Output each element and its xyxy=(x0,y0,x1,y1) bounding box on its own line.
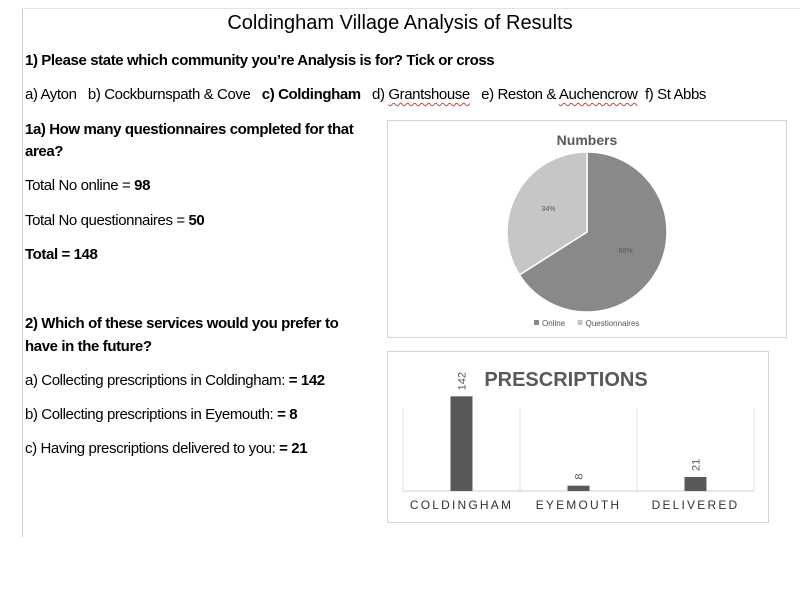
document-page xyxy=(22,8,800,537)
question-1a-line1: 1a) How many questionnaires completed fo… xyxy=(25,121,354,138)
pie-chart: Numbers 66% 34% Online Questionnaires xyxy=(506,132,668,328)
legend-swatch-questionnaires xyxy=(577,320,583,325)
option-cockburnspath: b) Cockburnspath & Cove xyxy=(87,86,251,103)
bar-coldingham xyxy=(450,396,473,491)
pie-slice-questionnaires xyxy=(506,151,588,276)
question-2-line1: 2) Which of these services would you pre… xyxy=(25,315,339,332)
community-options: a) Ayton b) Cockburnspath & Cove c) Cold… xyxy=(25,86,706,103)
bar-category-label: EYEMOUTH xyxy=(536,498,622,512)
option-coldingham: c) Coldingham xyxy=(261,86,361,103)
question-1a-line2: area? xyxy=(25,143,64,160)
service-c: c) Having prescriptions delivered to you… xyxy=(25,440,308,457)
bar-chart-title: PRESCRIPTIONS xyxy=(484,369,647,391)
service-a: a) Collecting prescriptions in Coldingha… xyxy=(25,372,325,389)
legend-label-online: Online xyxy=(542,319,566,328)
option-ayton: a) Ayton xyxy=(25,86,77,103)
pie-chart-panel: Numbers 66% 34% Online Questionnaires xyxy=(387,120,787,338)
service-c-label: c) Having prescriptions delivered to you… xyxy=(25,440,280,457)
service-b-label: b) Collecting prescriptions in Eyemouth: xyxy=(25,406,278,423)
service-b: b) Collecting prescriptions in Eyemouth:… xyxy=(25,406,298,423)
pie-data-label: 66% xyxy=(619,248,633,255)
questionnaire-total: Total No questionnaires = 50 xyxy=(25,212,205,229)
service-b-value: = 8 xyxy=(277,406,298,423)
bar-chart-panel: PRESCRIPTIONS 142 COLDINGHAM 8 EYEMOUTH 21 DE… xyxy=(387,351,769,523)
grand-total: Total = 148 xyxy=(25,246,98,263)
bar-data-label: 21 xyxy=(691,459,703,471)
option-reston-prefix: e) Reston & xyxy=(481,86,559,103)
question-2-line2: have in the future? xyxy=(25,338,152,355)
option-grantshouse-prefix: d) xyxy=(372,86,389,103)
service-a-label: a) Collecting prescriptions in Coldingha… xyxy=(25,372,289,389)
page-title: Coldingham Village Analysis of Results xyxy=(227,12,573,34)
bar-chart: PRESCRIPTIONS 142 COLDINGHAM 8 EYEMOUTH 21 DE… xyxy=(402,369,755,512)
pie-data-label: 34% xyxy=(541,206,555,213)
service-c-value: = 21 xyxy=(279,440,308,457)
option-auchencrow: Auchencrow xyxy=(558,86,638,103)
pie-chart-title: Numbers xyxy=(557,132,618,148)
questionnaire-label: Total No questionnaires = xyxy=(25,212,189,229)
service-a-value: = 142 xyxy=(288,372,325,389)
bar-category-label: COLDINGHAM xyxy=(410,498,513,512)
pie-slice-online xyxy=(518,151,668,313)
legend-label-questionnaires: Questionnaires xyxy=(586,319,640,328)
option-st-abbs: f) St Abbs xyxy=(645,86,707,103)
bar-data-label: 8 xyxy=(574,474,586,480)
legend-swatch-online xyxy=(534,320,539,325)
bar-category-label: DELIVERED xyxy=(652,498,740,512)
questionnaire-value: 50 xyxy=(188,212,205,229)
option-grantshouse: Grantshouse xyxy=(388,86,470,103)
bar-data-label: 142 xyxy=(457,372,469,390)
bar-delivered xyxy=(684,477,707,491)
online-total: Total No online = 98 xyxy=(25,177,150,194)
online-label: Total No online = xyxy=(25,177,135,194)
bar-eyemouth xyxy=(567,485,590,491)
question-1: 1) Please state which community you’re A… xyxy=(25,52,495,69)
online-value: 98 xyxy=(134,177,151,194)
